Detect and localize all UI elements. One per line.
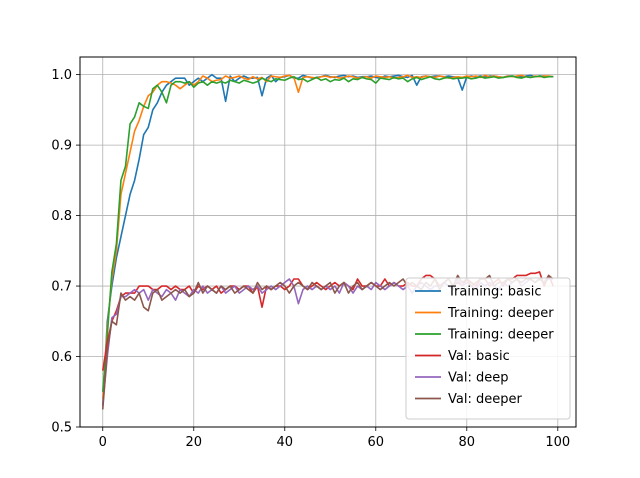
- y-tick-label: 0.7: [51, 280, 72, 295]
- x-tick-label: 100: [545, 435, 570, 450]
- y-tick-label: 0.6: [51, 350, 72, 365]
- legend-label: Val: deeper: [448, 392, 522, 407]
- legend: Training: basic Training: deeper Training:…: [405, 277, 571, 420]
- legend-label: Training: deeper: [447, 328, 554, 343]
- y-tick-label: 1.0: [51, 68, 72, 83]
- series-line-2: [101, 75, 554, 392]
- x-tick-label: 40: [276, 435, 293, 450]
- y-axis: 0.5 0.6 0.7 0.8 0.9 1.0: [51, 68, 80, 436]
- x-tick-label: 20: [185, 435, 202, 450]
- y-tick-label: 0.9: [51, 139, 72, 154]
- legend-label: Val: basic: [448, 349, 510, 364]
- x-tick-label: 60: [368, 435, 385, 450]
- axes-frame: [79, 56, 577, 428]
- legend-label: Training: deeper: [447, 306, 554, 321]
- x-tick-label: 0: [99, 435, 107, 450]
- legend-label: Training: basic: [447, 285, 542, 300]
- y-tick-label: 0.5: [51, 421, 72, 436]
- x-axis: 0 20 40 60 80 100: [99, 427, 570, 450]
- legend-label: Val: deep: [448, 371, 508, 386]
- legend-box: [405, 277, 571, 420]
- y-tick-label: 0.8: [51, 209, 72, 224]
- x-tick-label: 80: [459, 435, 476, 450]
